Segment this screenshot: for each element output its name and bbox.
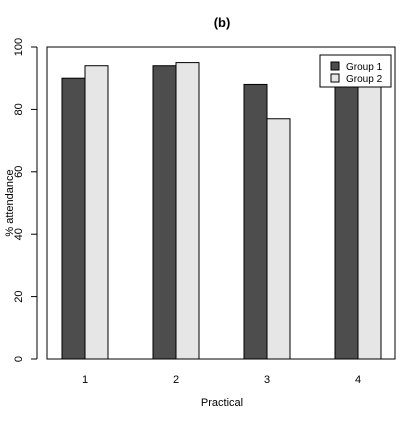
- x-tick-label: 3: [264, 374, 270, 386]
- bar-group1-practical-3: [243, 83, 268, 360]
- y-tick-label: 80: [13, 103, 25, 115]
- legend-label: Group 1: [346, 62, 383, 73]
- legend-swatch: [330, 61, 340, 71]
- x-tick-label: 1: [82, 374, 88, 386]
- chart-title: (b): [214, 15, 231, 30]
- bar-group2-practical-2: [175, 62, 200, 360]
- y-tick-label: 100: [13, 38, 25, 56]
- plot-frame: [46, 46, 396, 360]
- x-tick-label: 4: [355, 374, 361, 386]
- bars-group: [61, 58, 382, 360]
- bar-group2-practical-3: [266, 118, 291, 360]
- y-tick-label: 40: [13, 228, 25, 240]
- legend-label: Group 2: [346, 74, 383, 85]
- x-axis-label: Practical: [201, 397, 243, 409]
- y-tick-label: 20: [13, 290, 25, 302]
- bar-group1-practical-4: [334, 58, 359, 360]
- bar-group2-practical-4: [357, 77, 382, 360]
- bar-group1-practical-1: [61, 77, 86, 360]
- y-tick-label: 0: [13, 356, 25, 362]
- y-tick-label: 60: [13, 166, 25, 178]
- bar-group1-practical-2: [152, 65, 177, 360]
- x-tick-label: 2: [173, 374, 179, 386]
- legend-swatch: [330, 73, 340, 83]
- bar-group2-practical-1: [84, 65, 109, 360]
- x-axis: 1 2 3 4: [82, 374, 361, 386]
- y-axis-label: % attendance: [4, 169, 16, 236]
- y-axis: 0 20 40 60 80 100: [13, 38, 38, 362]
